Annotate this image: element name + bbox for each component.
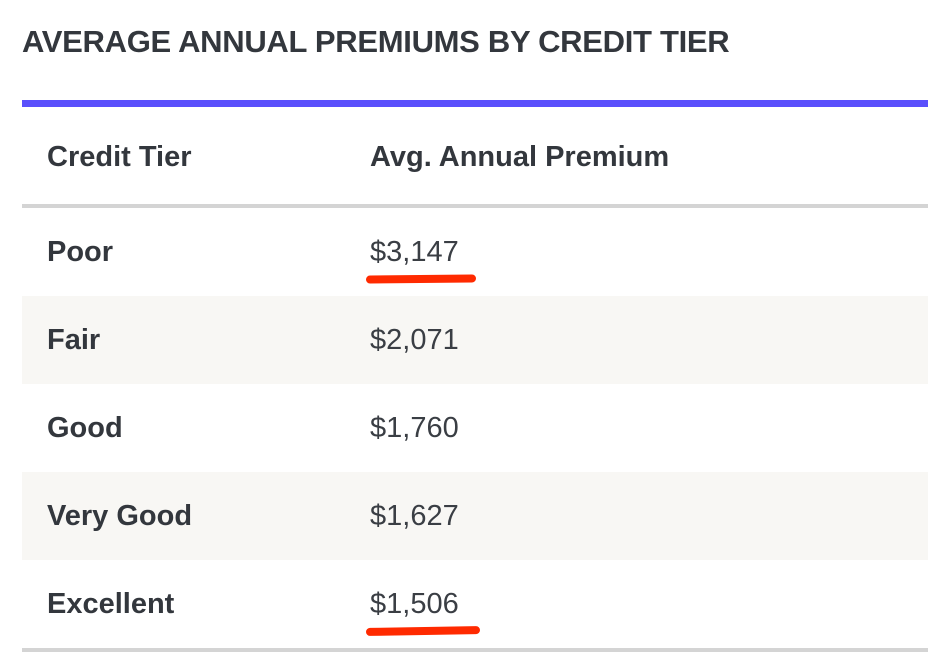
table-row: Poor $3,147 (22, 208, 928, 296)
table-row: Excellent $1,506 (22, 560, 928, 652)
table-row: Very Good $1,627 (22, 472, 928, 560)
premium-cell: $2,071 (370, 324, 459, 356)
page-title: AVERAGE ANNUAL PREMIUMS BY CREDIT TIER (22, 24, 730, 59)
accent-divider (22, 100, 928, 107)
column-header-avg-annual-premium: Avg. Annual Premium (370, 141, 670, 173)
credit-tier-cell: Poor (47, 236, 114, 268)
premium-cell: $1,627 (370, 500, 459, 532)
red-underline-annotation (365, 274, 477, 284)
premium-value: $3,147 (370, 236, 459, 268)
table-row: Good $1,760 (22, 384, 928, 472)
column-header-credit-tier: Credit Tier (47, 141, 192, 173)
premium-value: $1,506 (370, 588, 459, 620)
credit-tier-cell: Fair (47, 324, 101, 356)
red-underline-annotation (365, 626, 481, 636)
credit-tier-cell: Very Good (47, 500, 193, 532)
premium-cell: $3,147 (365, 234, 477, 284)
premium-cell: $1,760 (370, 412, 459, 444)
premiums-table: Credit Tier Avg. Annual Premium Poor $3,… (22, 107, 928, 652)
premium-cell: $1,506 (365, 586, 481, 636)
credit-tier-cell: Excellent (47, 588, 175, 620)
table-header-row: Credit Tier Avg. Annual Premium (22, 107, 928, 208)
credit-tier-cell: Good (47, 412, 123, 444)
table-row: Fair $2,071 (22, 296, 928, 384)
